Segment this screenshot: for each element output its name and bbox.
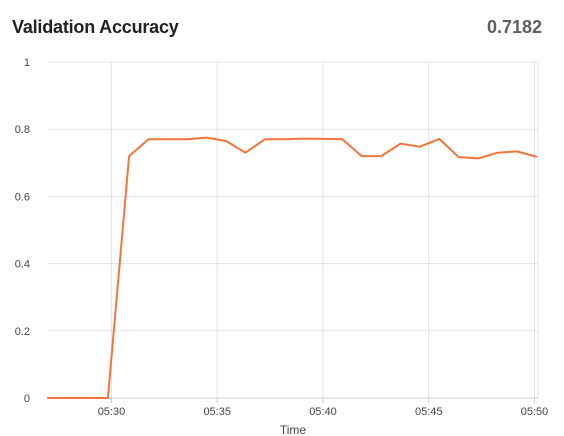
x-tick-label: 05:30 <box>98 406 126 418</box>
y-tick-label: 1 <box>24 57 30 69</box>
x-tick-label: 05:40 <box>309 406 337 418</box>
axes: 0 0.2 0.4 0.6 0.8 1 05:30 05:35 05:40 05:45 05:50 <box>15 57 549 418</box>
y-tick-label: 0.4 <box>15 259 30 271</box>
series-layer <box>47 136 538 399</box>
grid <box>48 61 539 399</box>
x-tick-label: 05:35 <box>203 406 231 418</box>
series-line <box>47 136 538 399</box>
x-axis-label: Time <box>280 423 307 436</box>
y-tick-label: 0.6 <box>15 191 30 203</box>
chart-title: Validation Accuracy <box>12 17 179 37</box>
y-tick-label: 0 <box>24 393 30 405</box>
latest-value: 0.7182 <box>486 17 542 37</box>
x-tick-label: 05:50 <box>521 406 549 418</box>
y-tick-label: 0.8 <box>15 124 30 136</box>
y-tick-label: 0.2 <box>15 326 30 338</box>
x-tick-label: 05:45 <box>415 406 443 418</box>
